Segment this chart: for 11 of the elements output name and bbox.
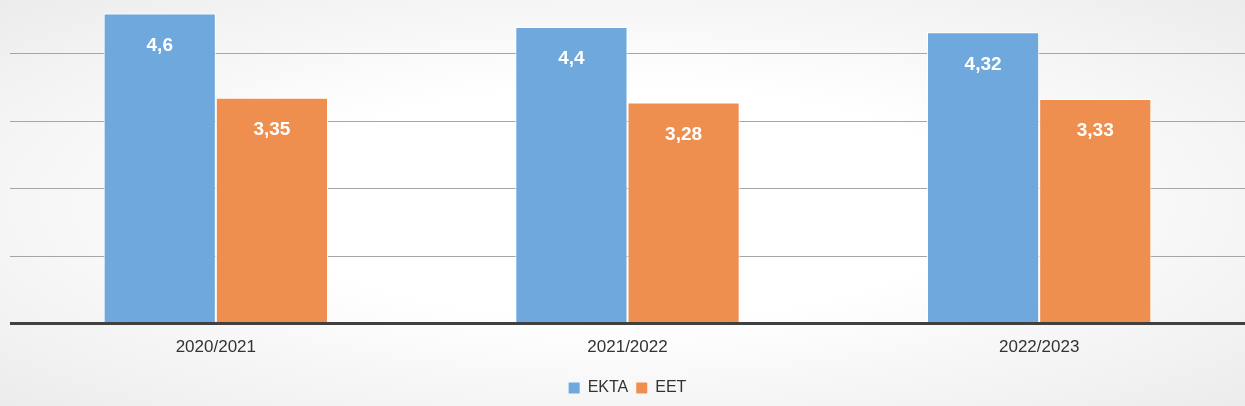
data-label: 3,35 [253,117,291,139]
legend-label: ΕΕΤ [655,378,687,396]
data-label: 3,33 [1076,119,1114,141]
data-label: 4,32 [964,52,1002,74]
x-tick-label: 2021/2022 [587,337,668,357]
data-label: 3,28 [665,122,703,144]
x-tick-label: 2022/2023 [998,337,1080,357]
x-tick-label: 2020/2021 [175,337,257,357]
data-label: 4,6 [146,33,173,55]
data-label: 4,4 [558,47,586,69]
legend-label: ΕΚΤΑ [587,378,629,396]
